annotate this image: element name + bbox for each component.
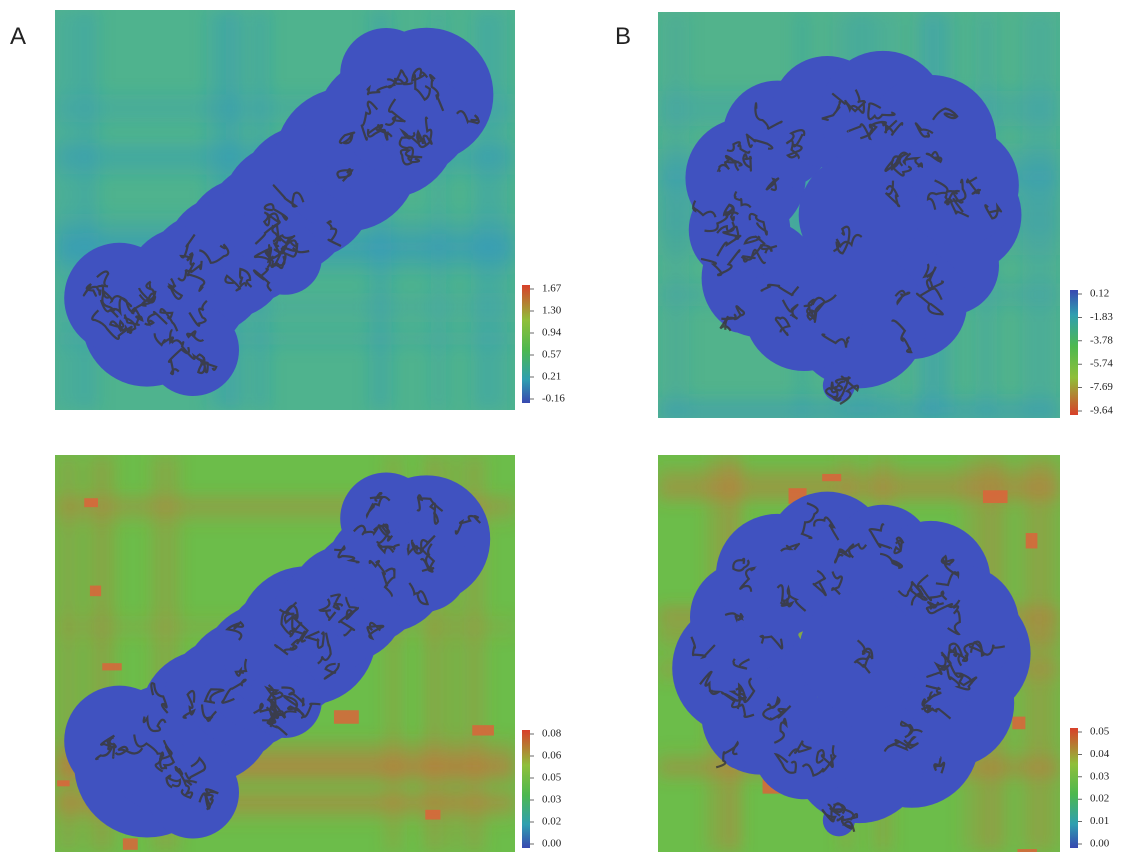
colorbar-tick-label: -1.83 <box>1090 311 1113 323</box>
colorbar <box>1070 728 1078 848</box>
colorbar-tick-label: 0.01 <box>1090 815 1109 827</box>
colorbar-tick-label: 0.02 <box>1090 793 1109 805</box>
hotspot <box>334 710 359 724</box>
colorbar <box>522 730 530 848</box>
hotspot <box>123 838 138 850</box>
heatmap-panel <box>55 10 515 410</box>
panel-label: A <box>10 23 26 50</box>
colorbar-tick-label: -3.78 <box>1090 334 1113 346</box>
colorbar-tick-label: 0.00 <box>1090 838 1110 850</box>
heatmap-panel <box>658 12 1060 425</box>
colorbar-tick-label: 0.21 <box>542 371 561 383</box>
surface-lobe <box>799 593 920 714</box>
colorbar-tick-label: 0.08 <box>542 728 562 740</box>
colorbar-tick-label: -0.16 <box>542 393 565 405</box>
hotspot <box>1017 849 1037 856</box>
hotspot <box>102 663 121 670</box>
heatmap-panel <box>658 455 1061 856</box>
colorbar-tick-label: 0.05 <box>542 772 562 784</box>
colorbar-tick-label: 0.02 <box>542 816 561 828</box>
colorbar-tick-label: 0.12 <box>1090 288 1109 300</box>
colorbar-tick-label: 0.94 <box>542 327 562 339</box>
hotspot <box>84 498 98 507</box>
colorbar-tick-label: 0.03 <box>1090 770 1110 782</box>
surface-lobe <box>377 76 469 168</box>
hotspot <box>425 810 440 820</box>
surface-lobe <box>799 155 920 276</box>
hotspot <box>1012 717 1025 730</box>
colorbar-tick-label: 1.30 <box>542 305 562 317</box>
colorbar <box>522 285 530 403</box>
hotspot <box>983 490 1008 503</box>
colorbar <box>1070 290 1078 415</box>
hotspot <box>1026 533 1038 548</box>
colorbar-tick-label: -7.69 <box>1090 381 1113 393</box>
panel-label: B <box>615 23 631 50</box>
figure: A B 1.67 1.30 0.94 0.57 0.21 -0.16 0.08 0.06 0.0… <box>0 0 1134 856</box>
hotspot <box>90 586 101 597</box>
colorbar-tick-label: 0.00 <box>542 838 562 850</box>
hotspot <box>472 725 494 735</box>
colorbar-tick-label: 1.67 <box>542 283 562 295</box>
colorbar-tick-label: -5.74 <box>1090 358 1113 370</box>
surface-lobe <box>248 664 322 738</box>
colorbar-tick-label: 0.04 <box>1090 748 1110 760</box>
colorbar-tick-label: -9.64 <box>1090 405 1113 417</box>
stripe <box>658 398 1060 423</box>
hotspot <box>822 474 841 481</box>
heatmap-panel <box>55 455 515 852</box>
colorbar-tick-label: 0.05 <box>1090 726 1110 738</box>
hotspot <box>57 780 69 786</box>
colorbar-tick-label: 0.03 <box>542 794 562 806</box>
colorbar-tick-label: 0.57 <box>542 349 562 361</box>
colorbar-tick-label: 0.06 <box>542 750 562 762</box>
